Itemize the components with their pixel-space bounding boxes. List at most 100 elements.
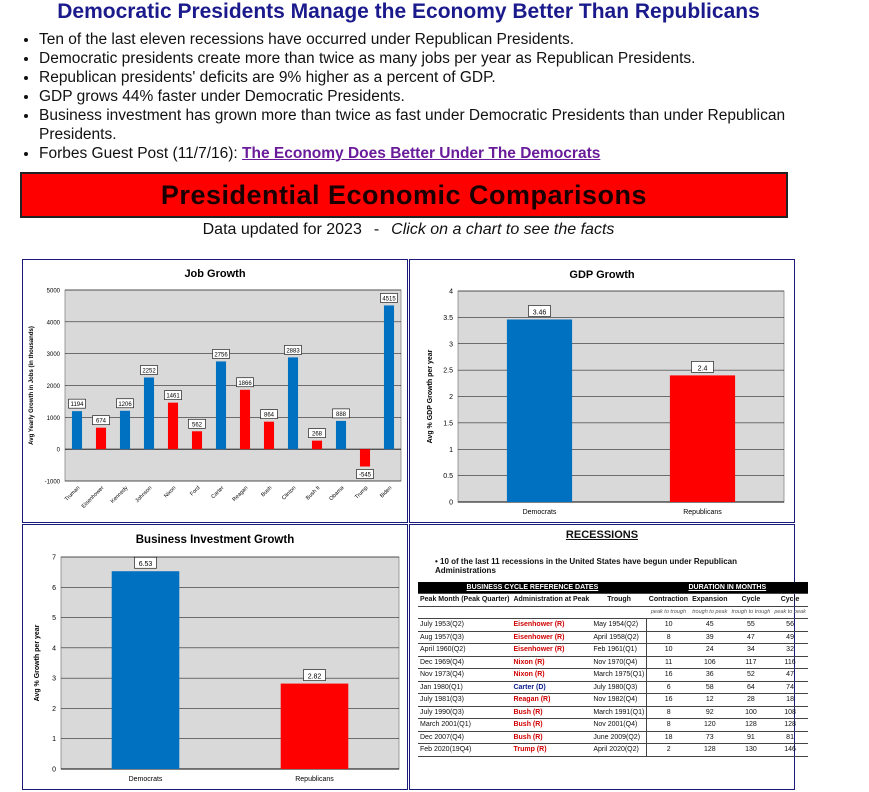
table-cell: Jan 1980(Q1) — [418, 681, 512, 694]
recessions-note: • 10 of the last 11 recessions in the Un… — [435, 557, 737, 575]
table-row: March 2001(Q1) Bush (R) Nov 2001(Q4) 8 120 12… — [418, 718, 808, 732]
bar — [191, 431, 203, 450]
data-label: 6.53 — [139, 561, 153, 568]
table-cell: 91 — [729, 731, 773, 744]
table-cell: June 2009(Q2) — [591, 731, 647, 744]
bar — [335, 420, 347, 450]
table-cell: 146 — [772, 743, 808, 757]
separator: - — [373, 221, 380, 238]
table-cell: Trump (R) — [511, 743, 592, 757]
x-tick-label: Clinton — [281, 485, 297, 501]
table-cell: May 1954(Q2) — [591, 618, 647, 632]
data-label-box — [68, 398, 86, 409]
data-label-box — [212, 349, 230, 359]
y-tick-label: 3000 — [47, 352, 61, 358]
data-label-box — [691, 361, 714, 373]
table-row: Feb 2020(19Q4) Trump (R) April 2020(Q2) 2 12… — [418, 743, 808, 757]
column-subheader: trough to peak — [690, 606, 730, 619]
recessions-table: BUSINESS CYCLE REFERENCE DATES DURATION … — [418, 582, 808, 757]
table-cell: 16 — [646, 668, 691, 682]
table-row: July 1990(Q3) Bush (R) March 1991(Q1) 8 92 10… — [418, 706, 808, 719]
x-tick-label: Bush II — [305, 485, 322, 502]
table-cell: Nov 1970(Q4) — [591, 656, 647, 669]
y-tick-label: 5 — [52, 615, 56, 622]
business-investment-svg: Business Investment Growth 0 1 2 3 4 5 6 7 Avg % … — [34, 534, 400, 783]
y-tick-label: 4 — [449, 289, 453, 296]
gdp-growth-chart[interactable]: GDP Growth 0 0.5 1 1.5 2 2.5 3 3.5 4 Avg % GDP Gro… — [409, 259, 795, 523]
table-cell: Eisenhower (R) — [511, 643, 592, 657]
y-axis-label: Avg Yearly Growth in Jobs (in thousands) — [29, 326, 35, 445]
table-cell: 81 — [772, 731, 808, 744]
data-label-box — [308, 428, 326, 438]
x-tick-label: Kennedy — [110, 485, 130, 505]
data-label-box — [188, 418, 206, 429]
data-label-box — [303, 669, 326, 681]
update-note: Data updated for 2023- Click on a chart t… — [0, 221, 817, 239]
table-cell: 92 — [690, 706, 730, 719]
table-cell: 117 — [729, 656, 773, 669]
bar — [506, 319, 573, 502]
job-growth-chart[interactable]: Job Growth -1000 0 1000 2000 3000 4000 5000 Avg … — [22, 259, 408, 523]
column-header: Expansion — [690, 593, 730, 607]
y-tick-label: 1 — [52, 736, 56, 743]
y-tick-label: 0 — [449, 500, 453, 507]
table-cell: 64 — [729, 681, 773, 694]
table-cell: Bush (R) — [511, 731, 592, 744]
data-label: 1194 — [71, 402, 85, 408]
click-hint: Click on a chart to see the facts — [391, 221, 615, 238]
table-cell: 49 — [772, 631, 808, 644]
data-label-box — [92, 415, 110, 426]
business-investment-chart[interactable]: Business Investment Growth 0 1 2 3 4 5 6 7 Avg % … — [22, 524, 408, 790]
data-label: 562 — [192, 422, 203, 428]
table-row: Dec 2007(Q4) Bush (R) June 2009(Q2) 18 73 91 8… — [418, 731, 808, 744]
bar — [111, 571, 180, 769]
recessions-table-panel[interactable]: RECESSIONS • 10 of the last 11 recession… — [409, 524, 808, 790]
table-cell: 32 — [772, 643, 808, 657]
column-subheader: trough to trough — [729, 606, 773, 619]
table-row: July 1981(Q3) Reagan (R) Nov 1982(Q4) 16 12 2… — [418, 693, 808, 707]
data-label-box — [284, 345, 302, 355]
forbes-article-link[interactable]: The Economy Does Better Under The Democr… — [242, 145, 601, 162]
x-tick-label: Truman — [64, 485, 82, 503]
table-cell: 73 — [690, 731, 730, 744]
table-cell: 52 — [729, 668, 773, 682]
table-cell: 34 — [729, 643, 773, 657]
x-tick-label: Republicans — [683, 509, 722, 516]
bar — [215, 361, 227, 450]
y-tick-label: 1000 — [47, 416, 61, 422]
y-tick-label: 0.5 — [443, 473, 453, 480]
y-axis-label: Avg % Growth per year — [34, 624, 41, 701]
table-cell: Eisenhower (R) — [511, 618, 592, 632]
table-cell: 58 — [690, 681, 730, 694]
table-cell: 16 — [646, 693, 691, 707]
table-cell: 55 — [729, 618, 773, 632]
bar — [119, 410, 131, 450]
data-label-box — [356, 469, 374, 479]
data-label: 2.4 — [698, 365, 708, 372]
x-tick-label: Democrats — [523, 509, 557, 516]
x-tick-label: Democrats — [129, 776, 163, 783]
table-cell: July 1981(Q3) — [418, 693, 512, 707]
y-tick-label: 7 — [52, 555, 56, 562]
data-label-box — [332, 408, 350, 419]
recessions-note-text: 10 of the last 11 recessions in the Unit… — [435, 557, 737, 575]
table-cell: 8 — [646, 631, 691, 644]
column-subheader: peak to peak — [772, 606, 808, 619]
table-row: Aug 1957(Q3) Eisenhower (R) April 1958(Q2)… — [418, 631, 808, 644]
page-title: Democratic Presidents Manage the Economy… — [57, 0, 760, 23]
data-label: 2.82 — [308, 674, 322, 681]
table-cell: 2 — [646, 743, 691, 757]
table-row: Jan 1980(Q1) Carter (D) July 1980(Q3) 6 58 64… — [418, 681, 808, 694]
table-cell: 8 — [646, 706, 691, 719]
bar — [167, 402, 179, 450]
bar — [383, 305, 395, 450]
fact-item: Ten of the last eleven recessions have o… — [39, 30, 799, 49]
y-tick-label: 4000 — [47, 320, 61, 326]
y-tick-label: 0 — [57, 448, 61, 454]
table-cell: 18 — [772, 693, 808, 707]
table-cell: March 1975(Q1) — [591, 668, 647, 682]
table-cell: 128 — [772, 718, 808, 732]
data-label: 2883 — [286, 348, 300, 354]
y-tick-label: 1.5 — [443, 420, 453, 427]
table-cell: March 1991(Q1) — [591, 706, 647, 719]
